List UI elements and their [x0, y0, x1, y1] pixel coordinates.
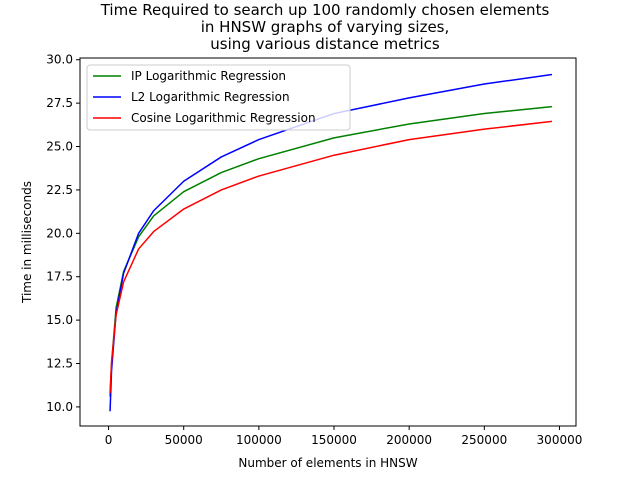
plot-lines — [109, 73, 553, 412]
chart-title-line-3: using various distance metrics — [210, 35, 440, 53]
legend: IP Logarithmic Regression L2 Logarithmic … — [86, 64, 351, 131]
y-tick-label: 27.5 — [46, 96, 73, 110]
y-tick-label: 30.0 — [46, 53, 73, 67]
x-tick-label: 0 — [105, 433, 113, 447]
x-tick-label: 100000 — [236, 433, 282, 447]
y-tick-label: 20.0 — [46, 226, 73, 240]
axis-ticks: 0 50000 100000 150000 200000 250000 300000 10.0… — [46, 53, 582, 447]
x-tick-label: 250000 — [461, 433, 507, 447]
y-tick-label: 17.5 — [46, 270, 73, 284]
chart-title-line-1: Time Required to search up 100 randomly … — [100, 1, 550, 19]
x-axis-label: Number of elements in HNSW — [238, 456, 417, 470]
chart-title-line-2: in HNSW graphs of varying sizes, — [201, 18, 450, 36]
y-tick-label: 12.5 — [46, 357, 73, 371]
y-axis-label: Time in milliseconds — [20, 181, 34, 304]
legend-label: Cosine Logarithmic Regression — [131, 111, 316, 125]
y-tick-label: 22.5 — [46, 183, 73, 197]
y-tick-label: 10.0 — [46, 400, 73, 414]
x-tick-label: 150000 — [311, 433, 357, 447]
chart-title: Time Required to search up 100 randomly … — [100, 1, 550, 53]
plot-frame — [79, 57, 577, 427]
legend-label: IP Logarithmic Regression — [131, 69, 286, 83]
legend-label: L2 Logarithmic Regression — [131, 90, 290, 104]
x-tick-label: 200000 — [386, 433, 432, 447]
y-tick-label: 25.0 — [46, 140, 73, 154]
x-tick-label: 50000 — [165, 433, 203, 447]
series-line — [109, 105, 553, 397]
legend-box — [86, 64, 351, 131]
y-tick-label: 15.0 — [46, 313, 73, 327]
x-tick-label: 300000 — [537, 433, 583, 447]
series-line — [109, 120, 553, 394]
